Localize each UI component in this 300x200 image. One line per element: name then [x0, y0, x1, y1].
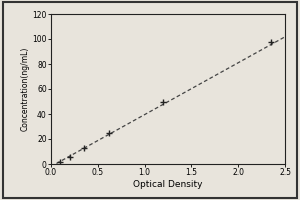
Y-axis label: Concentration(ng/mL): Concentration(ng/mL): [21, 47, 30, 131]
X-axis label: Optical Density: Optical Density: [133, 180, 203, 189]
